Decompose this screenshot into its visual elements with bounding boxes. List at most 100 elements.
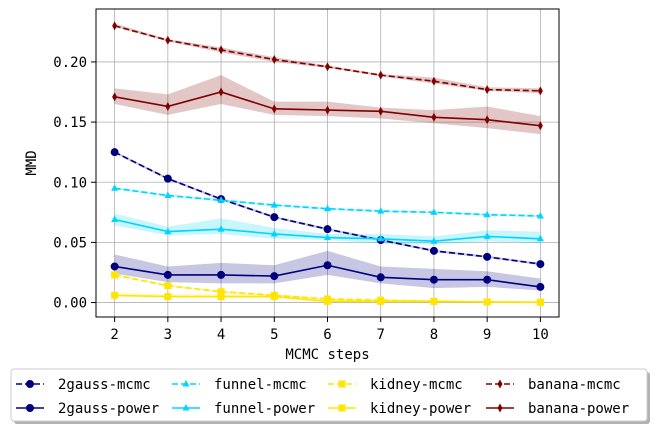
band-funnel-power xyxy=(114,213,541,245)
point-banana-power xyxy=(484,115,490,125)
point-2gauss-mcmc xyxy=(323,225,332,234)
x-tick-label: 3 xyxy=(164,327,172,343)
legend-label-kidney-power: kidney-power xyxy=(370,401,471,417)
point-banana-mcmc xyxy=(484,85,490,95)
legend-label-kidney-mcmc: kidney-mcmc xyxy=(370,377,463,393)
point-banana-mcmc xyxy=(378,70,384,80)
point-2gauss-power xyxy=(536,282,545,291)
point-funnel-mcmc xyxy=(536,211,544,219)
y-axis-label: MMD xyxy=(24,150,40,175)
y-tick-label: 0.10 xyxy=(53,175,87,191)
point-kidney-power xyxy=(270,293,278,301)
point-kidney-power xyxy=(377,297,385,305)
legend-marker-funnel-power xyxy=(182,404,190,411)
point-banana-mcmc xyxy=(218,45,224,55)
point-funnel-power xyxy=(483,232,491,239)
legend-label-banana-power: banana-power xyxy=(528,401,629,417)
x-tick-label: 8 xyxy=(430,327,438,343)
point-funnel-power xyxy=(270,229,278,237)
point-banana-power xyxy=(378,106,384,116)
point-2gauss-mcmc xyxy=(536,260,545,269)
legend-label-2gauss-power: 2gauss-power xyxy=(58,401,159,417)
y-tick-label: 0.20 xyxy=(53,55,87,71)
series-banana-mcmc xyxy=(112,21,543,96)
series-funnel-power xyxy=(111,215,544,244)
point-funnel-mcmc xyxy=(164,191,172,198)
legend-label-banana-mcmc: banana-mcmc xyxy=(528,377,621,393)
y-tick-label: 0.00 xyxy=(53,296,87,312)
point-kidney-mcmc xyxy=(164,282,172,290)
x-tick-label: 2 xyxy=(110,327,118,343)
point-funnel-mcmc xyxy=(217,196,225,203)
legend-marker-2gauss-power xyxy=(26,404,34,412)
series-2gauss-power xyxy=(110,261,545,291)
series-lines xyxy=(110,21,545,306)
point-funnel-mcmc xyxy=(270,201,278,208)
point-funnel-power xyxy=(164,227,172,235)
axis-ticks: 2 3 4 5 6 7 8 9 10 0.00 0.05 0.10 0.15 0.20 xyxy=(53,55,549,343)
legend-marker-banana-mcmc xyxy=(497,379,503,389)
x-tick-label: 7 xyxy=(376,327,384,343)
point-funnel-mcmc xyxy=(324,204,331,212)
point-2gauss-power xyxy=(323,261,332,270)
y-tick-label: 0.05 xyxy=(53,235,87,251)
grid-lines xyxy=(96,9,559,317)
point-2gauss-power xyxy=(429,275,438,284)
point-kidney-power xyxy=(111,291,119,299)
point-2gauss-power xyxy=(376,273,385,282)
legend-marker-banana-power xyxy=(497,403,503,413)
point-2gauss-mcmc xyxy=(270,213,279,222)
x-tick-label: 10 xyxy=(532,327,549,343)
point-banana-mcmc xyxy=(325,62,330,72)
x-tick-label: 4 xyxy=(217,327,225,343)
point-funnel-mcmc xyxy=(377,207,385,214)
point-2gauss-mcmc xyxy=(483,252,492,261)
point-banana-mcmc xyxy=(165,35,171,45)
band-funnel-mcmc xyxy=(114,187,541,218)
legend-marker-2gauss-mcmc xyxy=(26,380,34,388)
point-2gauss-power xyxy=(217,270,226,279)
point-funnel-power xyxy=(324,233,331,241)
point-funnel-power xyxy=(377,234,385,242)
point-banana-power xyxy=(218,87,224,97)
point-kidney-mcmc xyxy=(111,271,119,279)
point-kidney-power xyxy=(217,293,225,301)
y-tick-label: 0.15 xyxy=(53,115,87,131)
series-kidney-power xyxy=(111,291,544,306)
legend-label-2gauss-mcmc: 2gauss-mcmc xyxy=(58,377,151,393)
series-banana-power xyxy=(112,87,543,131)
point-kidney-power xyxy=(536,298,544,306)
point-2gauss-power xyxy=(483,275,492,284)
legend-marker-kidney-mcmc xyxy=(338,380,346,388)
point-banana-mcmc xyxy=(431,76,437,86)
point-kidney-power xyxy=(324,297,331,305)
band-kidney-mcmc xyxy=(114,273,541,303)
point-banana-power xyxy=(271,104,277,114)
point-funnel-power xyxy=(217,225,225,232)
legend-label-funnel-power: funnel-power xyxy=(214,401,315,417)
legend-label-funnel-mcmc: funnel-mcmc xyxy=(214,377,307,393)
point-banana-mcmc xyxy=(537,86,543,96)
legend: 2gauss-mcmc 2gauss-power funnel-mcmc funnel… xyxy=(10,368,650,424)
point-banana-mcmc xyxy=(271,55,277,65)
point-banana-mcmc xyxy=(112,21,118,31)
point-banana-power xyxy=(165,101,171,111)
point-kidney-power xyxy=(430,297,438,305)
point-2gauss-mcmc xyxy=(110,148,119,157)
point-banana-power xyxy=(537,121,543,131)
x-tick-label: 6 xyxy=(323,327,331,343)
point-2gauss-mcmc xyxy=(429,246,438,255)
point-funnel-power xyxy=(430,237,438,244)
point-2gauss-mcmc xyxy=(163,174,172,183)
series-funnel-mcmc xyxy=(111,184,544,219)
x-axis-label: MCMC steps xyxy=(285,347,369,363)
point-kidney-mcmc xyxy=(217,288,225,296)
point-funnel-mcmc xyxy=(430,208,438,215)
point-banana-power xyxy=(325,105,330,115)
legend-marker-kidney-power xyxy=(338,404,346,412)
point-funnel-power xyxy=(536,234,544,242)
point-banana-power xyxy=(431,112,437,122)
point-2gauss-power xyxy=(270,272,279,281)
legend-marker-funnel-mcmc xyxy=(182,380,190,387)
